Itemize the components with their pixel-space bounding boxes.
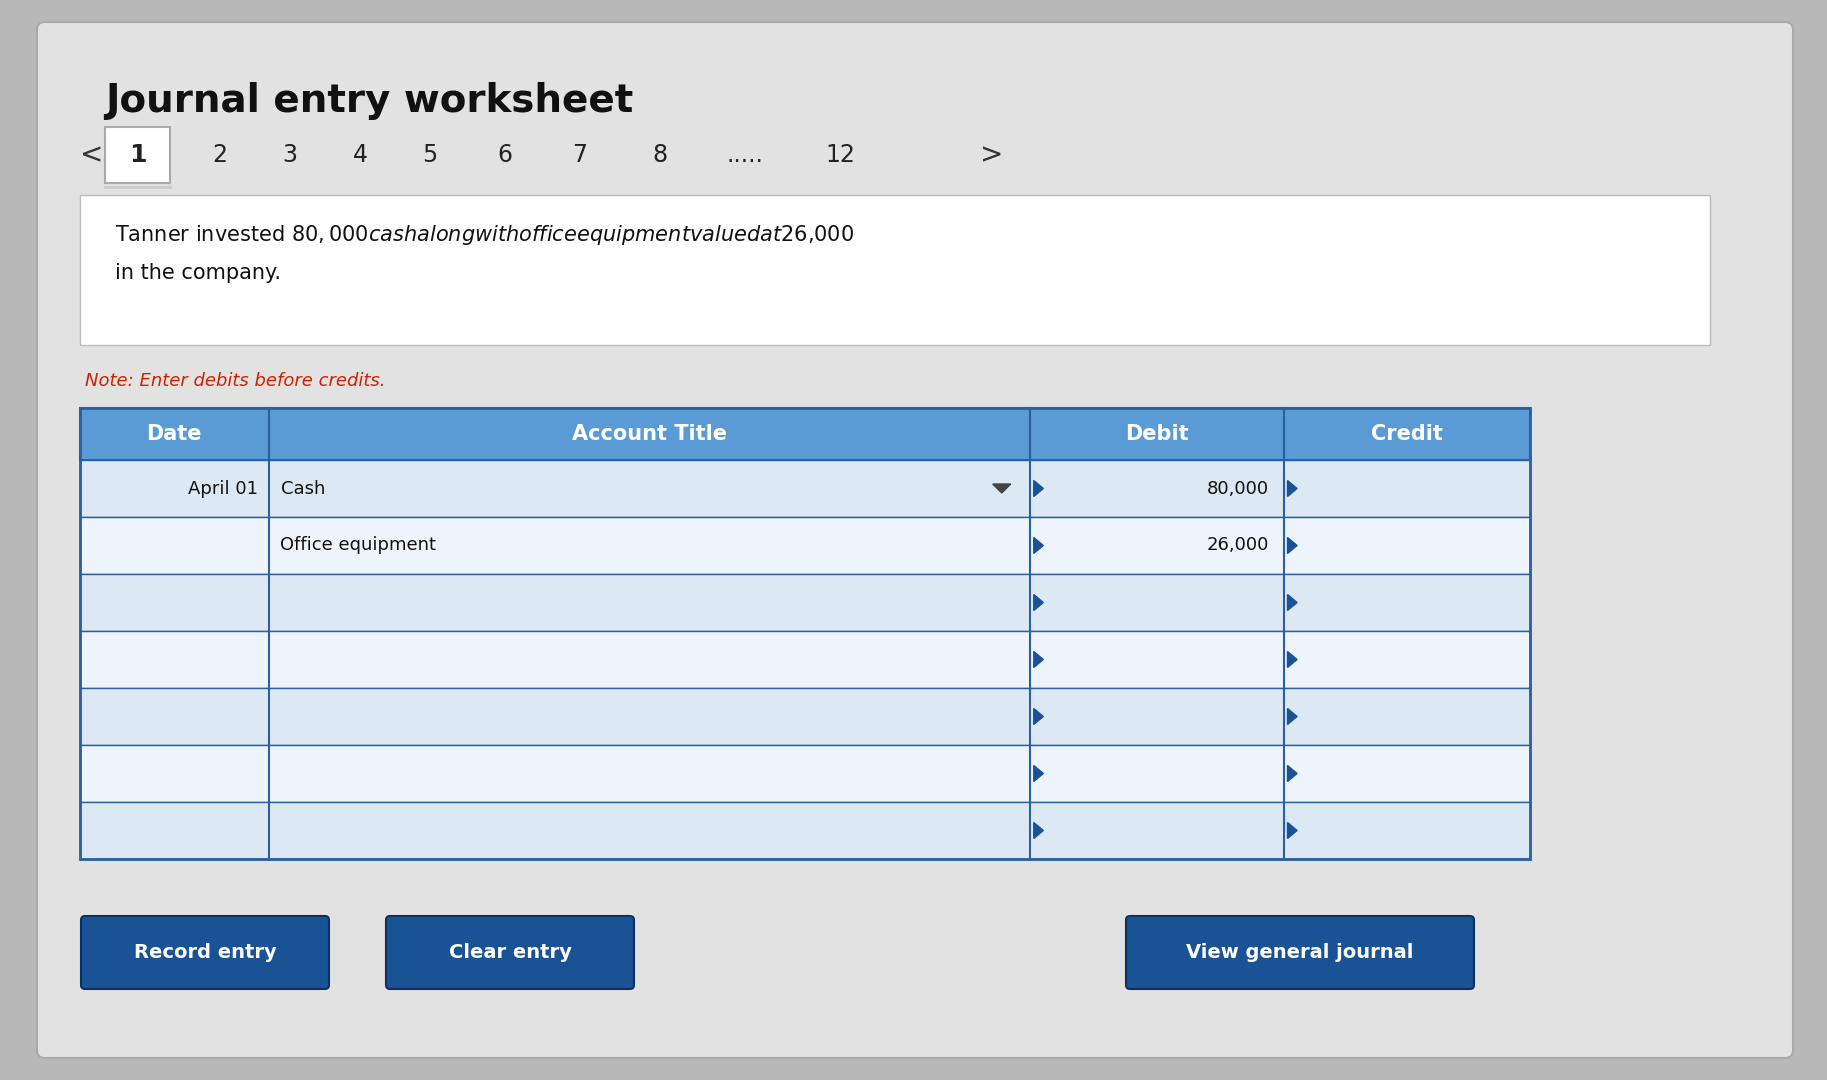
Text: 5: 5	[422, 143, 438, 167]
Bar	[80, 408, 1529, 460]
Text: 12: 12	[826, 143, 855, 167]
Polygon shape	[1288, 594, 1297, 610]
Text: Office equipment: Office equipment	[281, 537, 437, 554]
Polygon shape	[1034, 766, 1043, 782]
Text: 7: 7	[572, 143, 588, 167]
Text: Tanner invested $80,000 cash along with office equipment valued at $26,000: Tanner invested $80,000 cash along with …	[115, 222, 855, 247]
Text: Note: Enter debits before credits.: Note: Enter debits before credits.	[86, 372, 385, 390]
Text: 8: 8	[652, 143, 667, 167]
Bar	[104, 127, 170, 183]
Text: Clear entry: Clear entry	[449, 943, 572, 962]
Text: Date: Date	[146, 424, 203, 444]
Text: Account Title: Account Title	[572, 424, 727, 444]
Polygon shape	[1034, 708, 1043, 725]
FancyBboxPatch shape	[37, 22, 1792, 1058]
Text: 1: 1	[128, 143, 146, 167]
FancyBboxPatch shape	[80, 916, 329, 989]
Text: 6: 6	[497, 143, 513, 167]
Polygon shape	[1288, 481, 1297, 497]
Text: >: >	[979, 141, 1003, 168]
Bar	[80, 802, 1529, 859]
Text: .....: .....	[727, 143, 764, 167]
Bar	[80, 688, 1529, 745]
Bar	[80, 745, 1529, 802]
Text: 4: 4	[353, 143, 367, 167]
Polygon shape	[1288, 538, 1297, 553]
Text: 3: 3	[283, 143, 298, 167]
Bar	[80, 631, 1529, 688]
Polygon shape	[1034, 594, 1043, 610]
Polygon shape	[1034, 651, 1043, 667]
Text: Credit: Credit	[1370, 424, 1443, 444]
Bar	[80, 460, 1529, 517]
Polygon shape	[1034, 481, 1043, 497]
Bar	[80, 195, 1710, 345]
Text: 26,000: 26,000	[1206, 537, 1268, 554]
Polygon shape	[1288, 708, 1297, 725]
Bar	[80, 408, 1529, 859]
Text: Debit: Debit	[1125, 424, 1188, 444]
Polygon shape	[992, 484, 1010, 492]
Polygon shape	[1034, 823, 1043, 838]
FancyBboxPatch shape	[1125, 916, 1474, 989]
FancyBboxPatch shape	[385, 916, 634, 989]
Polygon shape	[1288, 823, 1297, 838]
Text: in the company.: in the company.	[115, 264, 281, 283]
Text: Record entry: Record entry	[133, 943, 276, 962]
Polygon shape	[1288, 651, 1297, 667]
Text: April 01: April 01	[188, 480, 258, 498]
Bar	[80, 517, 1529, 573]
Text: 80,000: 80,000	[1206, 480, 1268, 498]
Text: Cash: Cash	[281, 480, 325, 498]
Polygon shape	[1288, 766, 1297, 782]
Text: <: <	[80, 141, 104, 168]
Polygon shape	[1034, 538, 1043, 553]
Text: 2: 2	[212, 143, 228, 167]
Text: View general journal: View general journal	[1186, 943, 1414, 962]
Bar	[80, 573, 1529, 631]
Text: Journal entry worksheet: Journal entry worksheet	[104, 82, 634, 120]
